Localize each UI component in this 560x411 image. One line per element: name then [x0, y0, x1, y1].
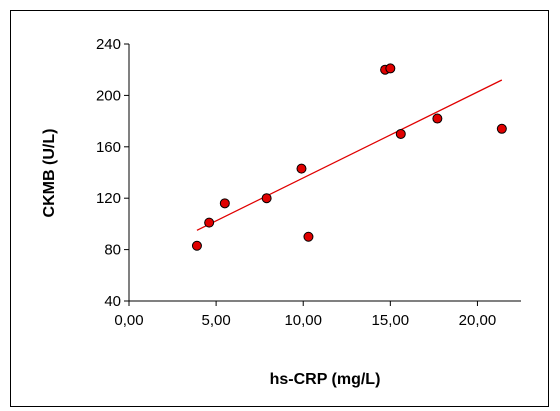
y-tick-label: 120 — [96, 190, 121, 207]
data-point — [219, 198, 230, 209]
data-point — [303, 231, 314, 242]
chart-frame — [10, 10, 549, 407]
x-axis-title: hs-CRP (mg/L) — [270, 371, 381, 388]
data-point — [261, 193, 272, 204]
x-tick-label: 15,00 — [372, 312, 410, 329]
data-point — [385, 63, 396, 74]
axis-ticks: 40 80 120 160 200 240 0,00 5,00 10,00 15,00 20,00 — [96, 36, 496, 329]
data-point — [395, 128, 406, 139]
axes — [128, 44, 521, 302]
data-point — [296, 163, 307, 174]
data-point — [496, 123, 507, 134]
y-tick-label: 40 — [104, 293, 121, 310]
trendline — [196, 79, 503, 231]
y-tick-label: 200 — [96, 87, 121, 104]
data-point — [191, 240, 202, 251]
trendline-layer — [196, 79, 503, 231]
y-tick-label: 240 — [96, 36, 121, 53]
x-tick-label: 5,00 — [202, 312, 231, 329]
data-point — [204, 217, 215, 228]
x-tick-label: 10,00 — [284, 312, 322, 329]
x-tick-label: 0,00 — [114, 312, 143, 329]
data-point — [432, 113, 443, 124]
y-tick-label: 80 — [104, 242, 121, 259]
data-points — [191, 63, 507, 251]
y-axis-title: CKMB (U/L) — [41, 129, 58, 218]
x-tick-label: 20,00 — [459, 312, 497, 329]
y-tick-label: 160 — [96, 139, 121, 156]
